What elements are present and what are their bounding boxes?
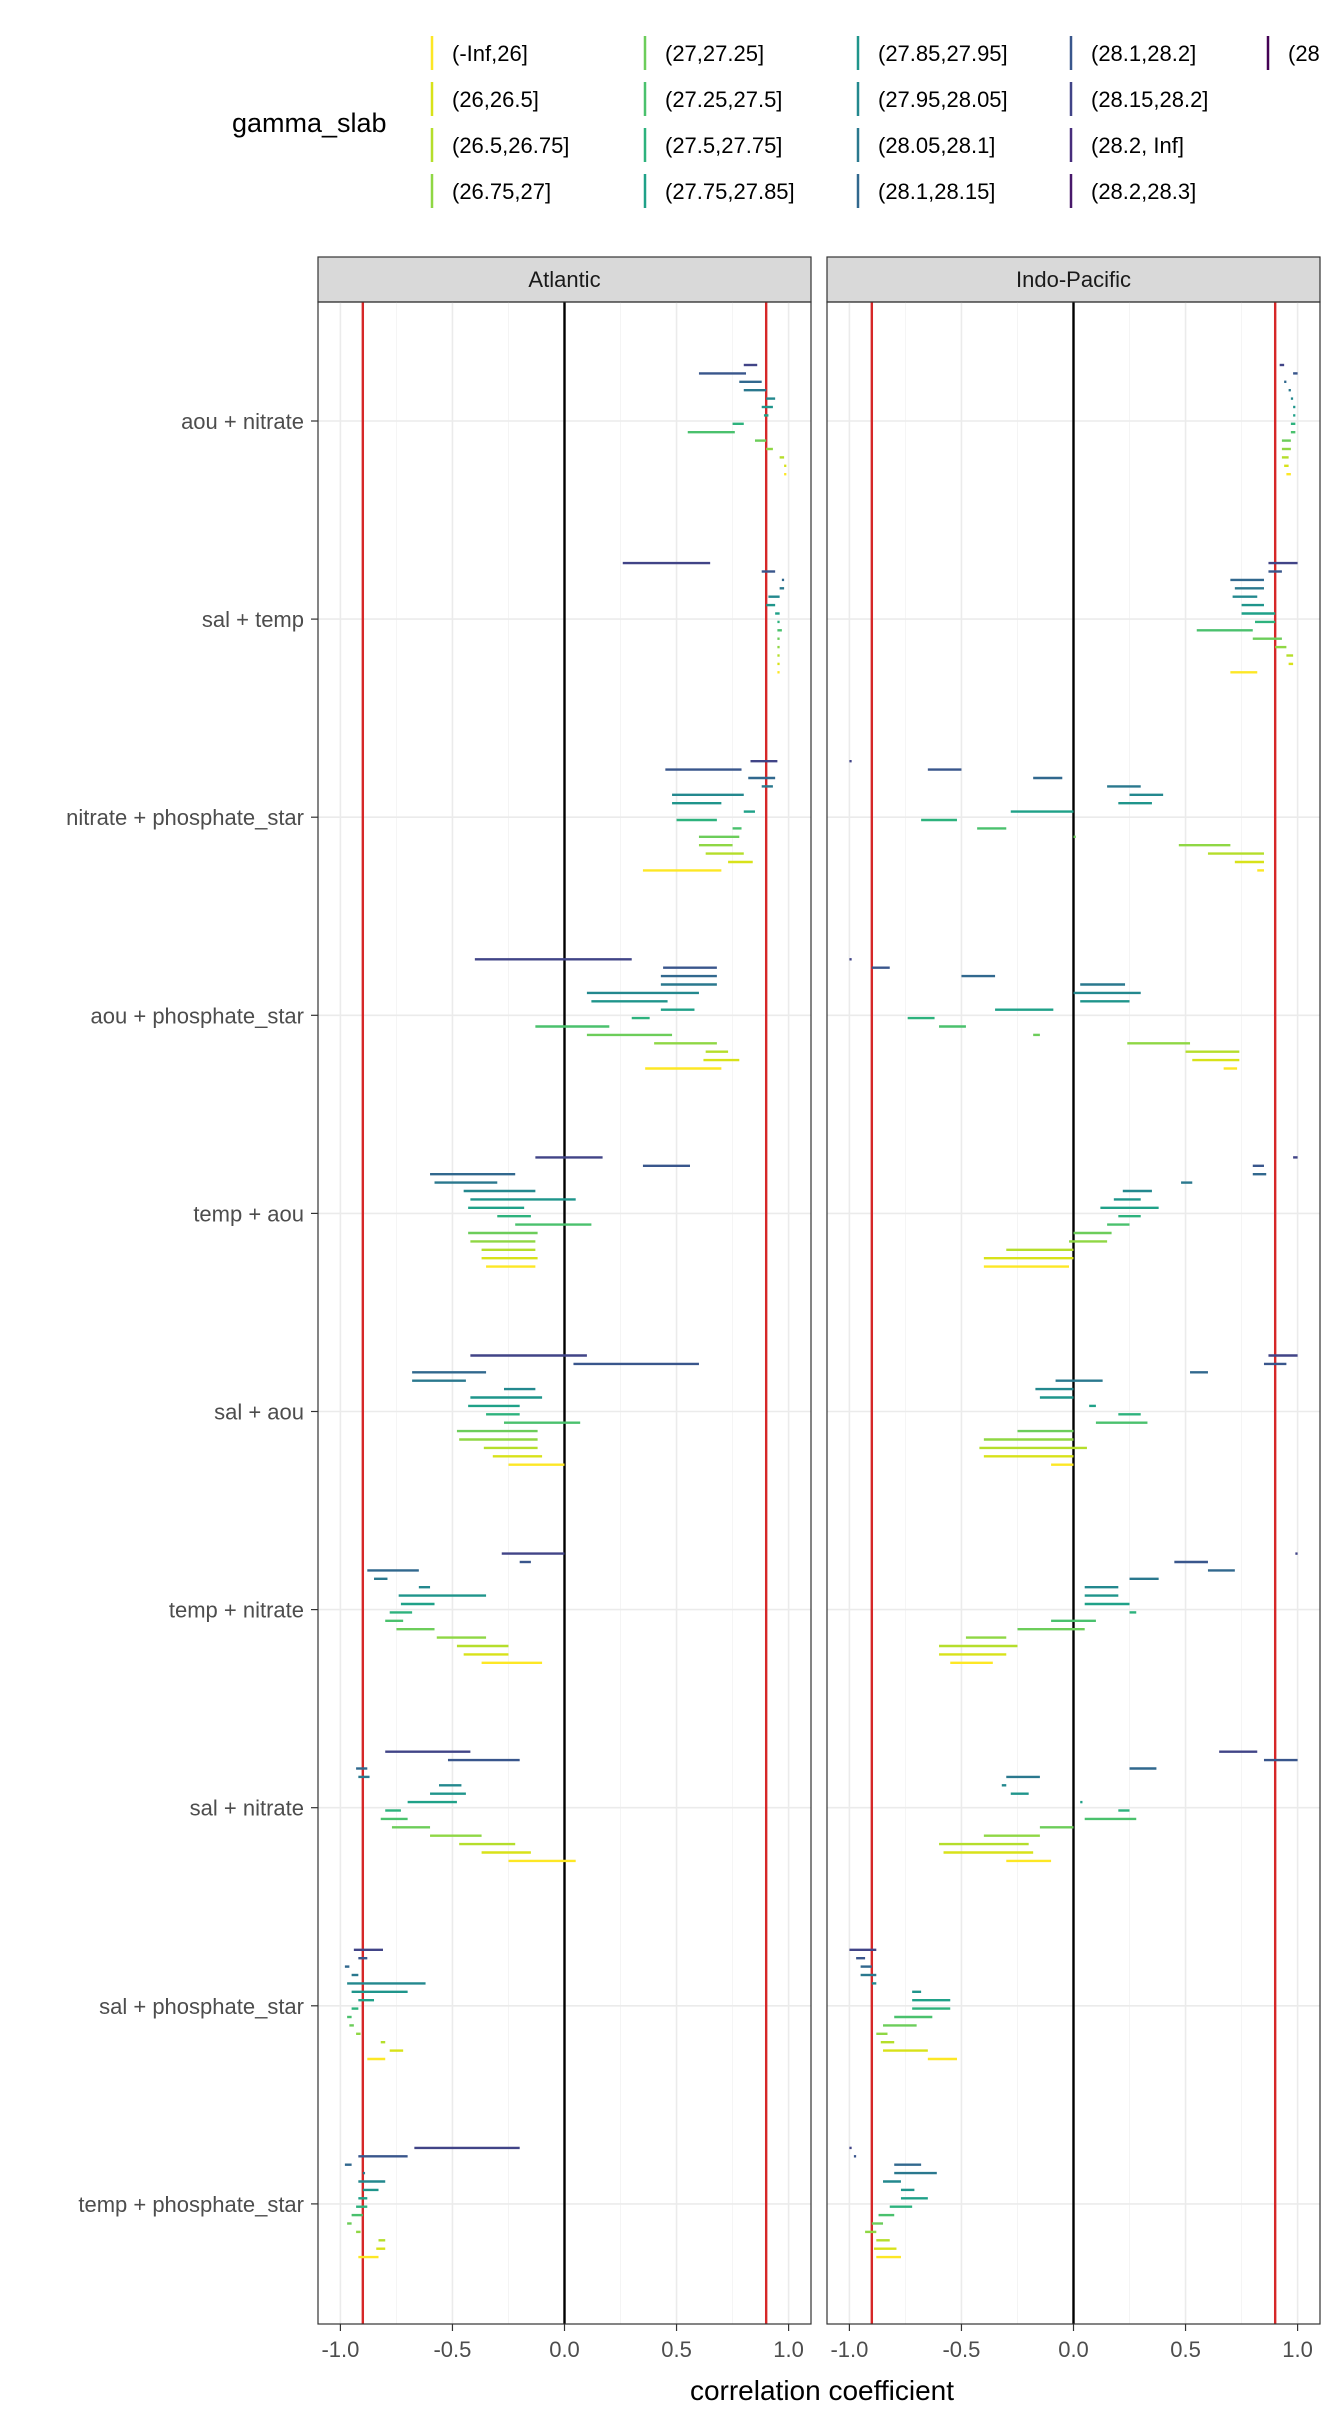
x-tick-label: 0.0 [1058, 2337, 1089, 2362]
legend-label: (28.1,28.15] [878, 179, 995, 204]
legend-label: (28.2, Inf] [1091, 133, 1184, 158]
panel-strip-label: Indo-Pacific [1016, 267, 1131, 292]
y-tick-label: temp + phosphate_star [78, 2192, 304, 2217]
legend-label: (27.5,27.75] [665, 133, 782, 158]
legend-label: (28.05,28.1] [878, 133, 995, 158]
x-tick-label: 0.5 [1170, 2337, 1201, 2362]
y-axis: aou + nitrate sal + temp nitrate + phospha… [66, 409, 318, 2217]
legend-label: (-Inf,26] [452, 41, 528, 66]
x-tick-label: -0.5 [433, 2337, 471, 2362]
legend-label: (28.2,28.3] [1091, 179, 1196, 204]
y-tick-label: sal + nitrate [190, 1796, 304, 1821]
panel-indo-pacific: Indo-Pacific -1.0 -0.5 0.0 0.5 1.0 [826, 256, 1321, 2362]
y-tick-label: temp + aou [193, 1201, 304, 1226]
panel-strip [826, 256, 1321, 303]
x-tick-label: -1.0 [830, 2337, 868, 2362]
panel-strip-label: Atlantic [528, 267, 600, 292]
panel-atlantic: Atlantic -1.0 -0.5 0.0 0.5 1.0 [317, 256, 812, 2362]
legend: gamma_slab (-Inf,26] (26,26.5] (26.5,26.75… [232, 36, 1320, 208]
x-tick-label: 1.0 [773, 2337, 804, 2362]
legend-title: gamma_slab [232, 108, 387, 138]
legend-label: (27.85,27.95] [878, 41, 1008, 66]
legend-label: (27.25,27.5] [665, 87, 782, 112]
x-tick-label: 0.5 [661, 2337, 692, 2362]
legend-label: (27,27.25] [665, 41, 764, 66]
x-tick-label: 1.0 [1282, 2337, 1313, 2362]
x-tick-label: -1.0 [321, 2337, 359, 2362]
legend-label: (26.75,27] [452, 179, 551, 204]
panel-strip [317, 256, 812, 303]
legend-label: (28.1,28.2] [1091, 41, 1196, 66]
legend-label: (26,26.5] [452, 87, 539, 112]
legend-label: (28.15,28.2] [1091, 87, 1208, 112]
legend-label: (27.95,28.05] [878, 87, 1008, 112]
legend-label: (28 [1288, 41, 1320, 66]
y-tick-label: sal + aou [214, 1400, 304, 1425]
x-tick-label: 0.0 [549, 2337, 580, 2362]
panels: Atlantic -1.0 -0.5 0.0 0.5 1.0 Indo-Pacific -1.… [66, 256, 1321, 2362]
legend-label: (27.75,27.85] [665, 179, 795, 204]
y-tick-label: temp + nitrate [169, 1598, 304, 1623]
y-tick-label: sal + phosphate_star [99, 1994, 304, 2019]
x-axis-title: correlation coefficient [690, 2375, 954, 2406]
y-tick-label: aou + nitrate [181, 409, 304, 434]
legend-label: (26.5,26.75] [452, 133, 569, 158]
x-tick-label: -0.5 [942, 2337, 980, 2362]
y-tick-label: sal + temp [202, 607, 304, 632]
y-tick-label: nitrate + phosphate_star [66, 805, 304, 830]
y-tick-label: aou + phosphate_star [91, 1003, 304, 1028]
